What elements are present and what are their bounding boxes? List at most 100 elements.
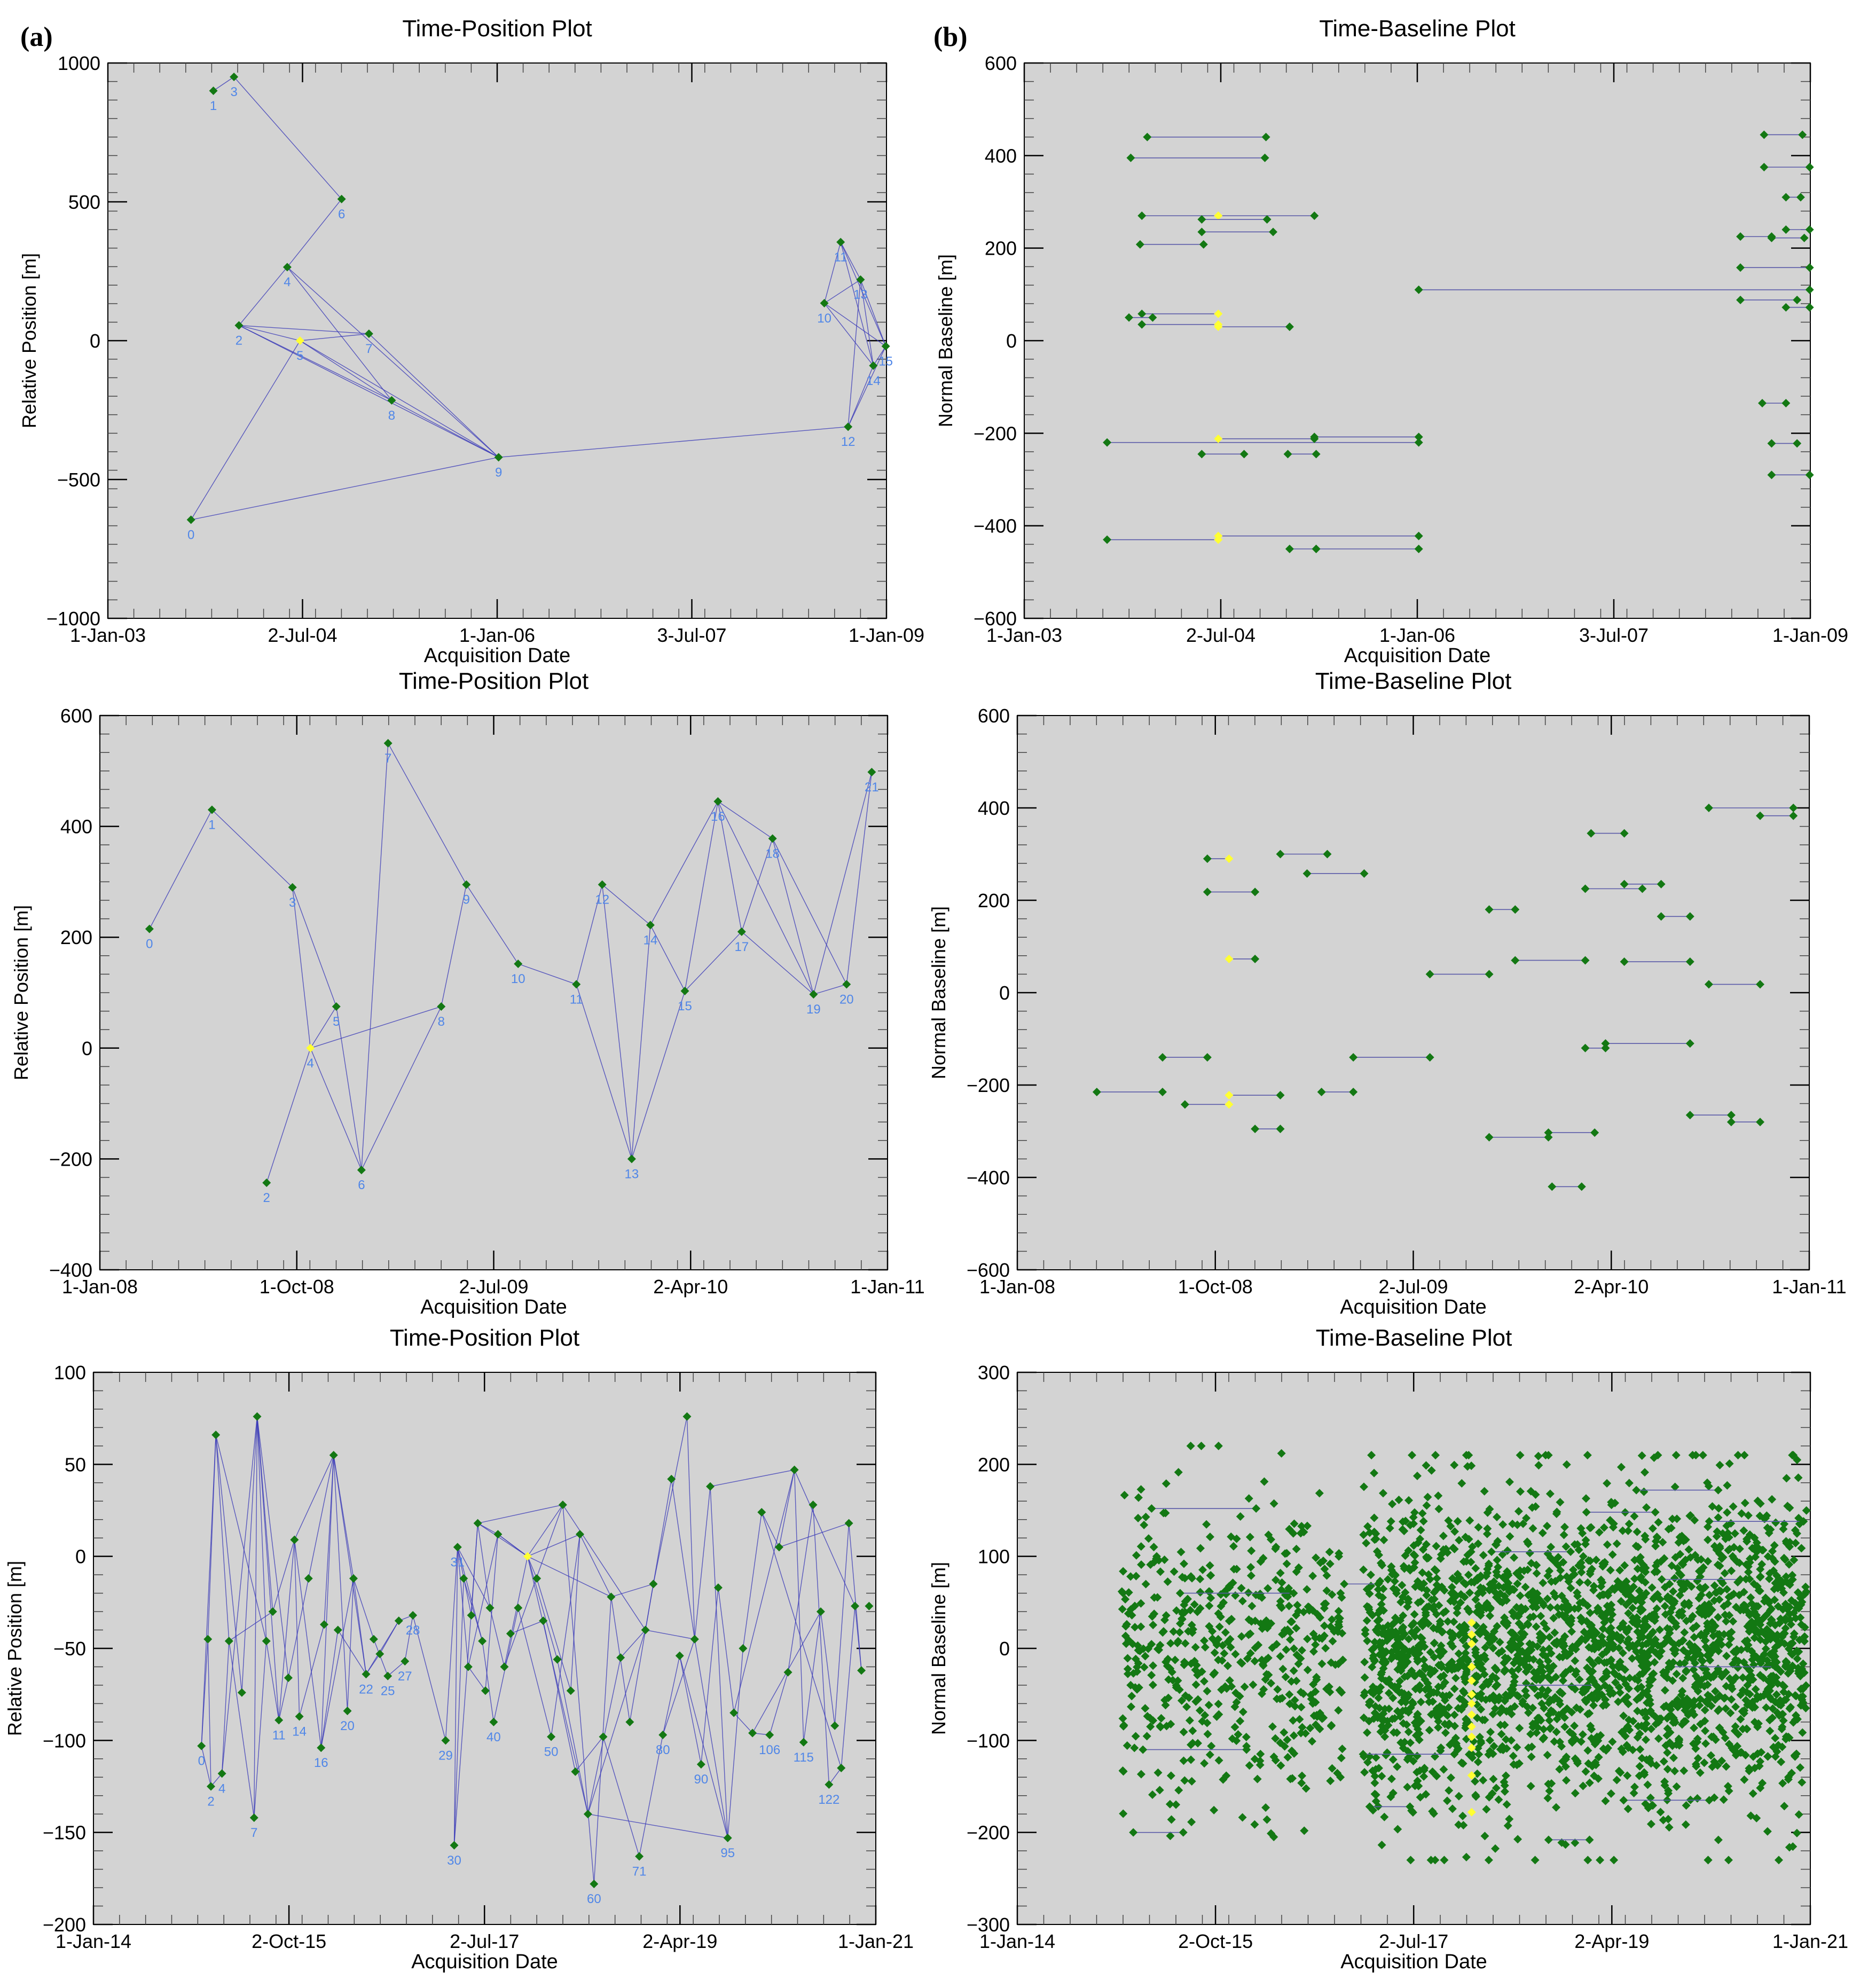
network-edge xyxy=(300,340,392,401)
y-tick-label: 400 xyxy=(60,816,92,838)
cloud-point xyxy=(1445,1786,1454,1795)
cloud-point xyxy=(1443,1548,1452,1557)
cloud-point xyxy=(1637,1451,1646,1460)
cloud-point xyxy=(1749,1580,1759,1589)
cloud-point xyxy=(1622,1741,1631,1750)
cloud-point xyxy=(1578,1730,1587,1739)
cloud-point xyxy=(1289,1666,1298,1675)
acquisition-point xyxy=(1260,153,1269,162)
cloud-point xyxy=(1533,1691,1542,1700)
cloud-point xyxy=(1698,1663,1707,1672)
cloud-point xyxy=(1208,1634,1217,1643)
cloud-point xyxy=(1534,1461,1543,1470)
network-edge xyxy=(631,925,651,1159)
cloud-point xyxy=(1118,1605,1127,1614)
cloud-point xyxy=(1667,1523,1676,1533)
cloud-point xyxy=(1285,1525,1294,1534)
cloud-point xyxy=(1370,1656,1379,1665)
cloud-point xyxy=(1675,1608,1684,1617)
cloud-point xyxy=(1365,1698,1374,1707)
cloud-point xyxy=(1635,1593,1644,1602)
acquisition-point xyxy=(1179,1828,1188,1837)
cloud-point xyxy=(1690,1723,1699,1732)
acquisition-point xyxy=(249,1813,258,1822)
plot-area xyxy=(1024,62,1811,619)
acquisition-point xyxy=(830,1721,839,1730)
cloud-point xyxy=(1180,1776,1189,1785)
cloud-point xyxy=(1661,1610,1670,1619)
cloud-point xyxy=(1494,1648,1503,1657)
cloud-point xyxy=(1516,1487,1525,1496)
acquisition-point xyxy=(1726,1118,1736,1127)
cloud-point xyxy=(1420,1662,1430,1671)
point-label: 11 xyxy=(570,992,583,1007)
cloud-point xyxy=(1700,1681,1709,1691)
cloud-point xyxy=(1406,1521,1415,1530)
cloud-point xyxy=(1561,1840,1570,1849)
acquisition-point xyxy=(1577,1182,1586,1191)
cloud-point xyxy=(1681,1535,1690,1544)
cloud-point xyxy=(1327,1658,1336,1667)
cloud-point xyxy=(1512,1691,1521,1700)
cloud-point xyxy=(1289,1731,1298,1740)
network-edge xyxy=(860,279,886,347)
cloud-point xyxy=(1534,1594,1543,1604)
cloud-point xyxy=(1195,1706,1204,1715)
y-tick-label: 0 xyxy=(999,982,1010,1004)
acquisition-point xyxy=(1414,545,1423,553)
cloud-point xyxy=(1186,1441,1195,1450)
cloud-point xyxy=(1771,1643,1780,1652)
master-point xyxy=(1467,1676,1476,1685)
cloud-point xyxy=(1524,1743,1533,1753)
cloud-point xyxy=(1749,1604,1759,1613)
cloud-point xyxy=(1384,1627,1393,1636)
cloud-point xyxy=(1597,1637,1606,1646)
network-edge xyxy=(823,242,841,303)
cloud-point xyxy=(1577,1562,1586,1571)
acquisition-point xyxy=(1619,1796,1628,1805)
cloud-point xyxy=(1739,1709,1748,1718)
y-tick-label: 100 xyxy=(54,1362,86,1384)
cloud-point xyxy=(1722,1617,1731,1626)
network-edge xyxy=(457,1547,483,1641)
cloud-point xyxy=(1423,1492,1432,1502)
point-label: 2 xyxy=(207,1795,214,1809)
network-edge xyxy=(527,1556,558,1660)
y-tick-label: 500 xyxy=(68,191,100,213)
cloud-point xyxy=(1556,1700,1565,1709)
cloud-point xyxy=(1300,1826,1309,1835)
cloud-point xyxy=(1320,1631,1329,1640)
cloud-point xyxy=(1362,1616,1371,1625)
cloud-point xyxy=(1384,1688,1393,1698)
cloud-point xyxy=(1738,1686,1747,1695)
cloud-point xyxy=(1294,1563,1303,1572)
cloud-point xyxy=(1167,1668,1176,1677)
cloud-point xyxy=(1555,1687,1564,1696)
acquisition-point xyxy=(1781,303,1791,312)
cloud-point xyxy=(1378,1717,1387,1726)
cloud-point xyxy=(1467,1749,1477,1758)
cloud-point xyxy=(1567,1627,1576,1636)
cloud-point xyxy=(1500,1667,1509,1676)
cloud-point xyxy=(1522,1537,1532,1546)
cloud-point xyxy=(1669,1587,1678,1596)
cloud-point xyxy=(1622,1628,1631,1637)
cloud-point xyxy=(1118,1589,1127,1598)
acquisition-point xyxy=(532,1574,541,1583)
cloud-point xyxy=(1494,1795,1503,1804)
cloud-point xyxy=(1652,1649,1661,1658)
cloud-point xyxy=(1121,1595,1130,1604)
cloud-point xyxy=(1791,1752,1800,1761)
cloud-point xyxy=(1497,1730,1506,1739)
acquisition-point xyxy=(616,1653,625,1662)
master-point xyxy=(1467,1639,1476,1648)
cloud-point xyxy=(1488,1672,1497,1681)
cloud-point xyxy=(1702,1478,1712,1487)
point-label: 7 xyxy=(250,1826,257,1840)
acquisition-point xyxy=(790,1465,799,1474)
network-edge xyxy=(272,1539,295,1612)
cloud-point xyxy=(1670,1574,1679,1583)
cloud-point xyxy=(1149,1543,1158,1552)
cloud-point xyxy=(1366,1570,1375,1580)
acquisition-point xyxy=(1485,1133,1494,1142)
